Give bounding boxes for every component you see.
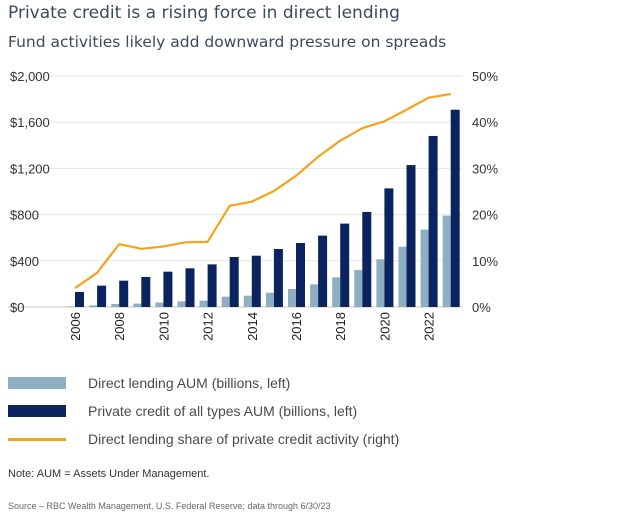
bar-direct-lending-2015: [265, 292, 274, 307]
legend-swatch: [8, 437, 66, 441]
bar-direct-lending-2022: [420, 229, 429, 307]
bar-private-credit-2010: [163, 271, 173, 307]
left-tick-label: $400: [10, 254, 39, 269]
bar-direct-lending-2017: [310, 284, 319, 307]
bar-direct-lending-2013: [221, 296, 230, 307]
bar-direct-lending-2021: [398, 246, 407, 307]
bar-direct-lending-2016: [288, 288, 296, 307]
line-direct-lending-share: [74, 92, 451, 289]
bar-private-credit-2016: [296, 243, 305, 307]
bar-private-credit-2021: [406, 165, 416, 307]
bar-direct-lending-2009: [133, 303, 142, 307]
bar-direct-lending-2008: [111, 303, 120, 307]
legend-label: Private credit of all types AUM (billion…: [88, 403, 358, 419]
left-tick-label: $1,200: [10, 161, 50, 176]
right-tick-label: 20%: [472, 208, 498, 223]
legend-private-credit: Private credit of all types AUM (billion…: [8, 401, 357, 421]
legend-direct-lending: Direct lending AUM (billions, left): [8, 373, 290, 393]
bar-private-credit-2020: [384, 188, 394, 307]
bar-private-credit-2006: [75, 291, 84, 307]
left-tick-label: $2,000: [10, 69, 50, 84]
x-tick-label: 2014: [245, 312, 260, 341]
right-tick-label: 0%: [472, 300, 491, 315]
chart-plot: $0 $400 $800 $1,200 $1,600 $2,000 0% 10% 20% 30% 4…: [8, 69, 498, 341]
chart-note: Note: AUM = Assets Under Management.: [8, 468, 210, 480]
legend-label: Direct lending AUM (billions, left): [88, 375, 291, 391]
bar-direct-lending-2020: [376, 259, 385, 307]
chart-source: Source – RBC Wealth Management, U.S. Fed…: [8, 501, 331, 511]
legend-swatch: [8, 405, 66, 417]
bar-private-credit-2023: [450, 109, 460, 307]
legend-label: Direct lending share of private credit a…: [88, 431, 400, 447]
right-tick-label: 30%: [472, 161, 498, 176]
bar-direct-lending-2019: [354, 270, 363, 307]
x-tick-label: 2010: [156, 312, 171, 341]
x-tick-label: 2018: [333, 312, 348, 341]
bar-private-credit-2022: [428, 135, 438, 307]
x-tick-label: 2020: [377, 312, 392, 341]
bar-private-credit-2011: [185, 268, 195, 307]
bar-direct-lending-2011: [177, 301, 186, 307]
x-tick-label: 2016: [289, 312, 304, 341]
x-tick-label: 2006: [68, 312, 83, 341]
bar-private-credit-2015: [273, 249, 283, 307]
bar-direct-lending-2007: [89, 305, 98, 307]
bar-private-credit-2013: [229, 256, 239, 307]
x-tick-label: 2012: [201, 312, 216, 341]
bar-private-credit-2009: [141, 276, 151, 307]
left-tick-label: $800: [10, 208, 39, 223]
bar-private-credit-2018: [340, 223, 350, 307]
x-tick-label: 2008: [112, 312, 127, 341]
bar-private-credit-2019: [362, 211, 372, 307]
bar-direct-lending-2014: [243, 295, 252, 307]
bar-private-credit-2007: [97, 285, 107, 307]
legend-share-line: Direct lending share of private credit a…: [8, 429, 399, 449]
left-tick-label: $0: [10, 300, 24, 315]
bar-direct-lending-2010: [155, 302, 164, 307]
bar-private-credit-2012: [207, 264, 217, 307]
bar-direct-lending-2012: [199, 300, 208, 307]
bar-private-credit-2008: [119, 280, 129, 307]
legend-swatch: [8, 377, 66, 389]
bar-private-credit-2017: [318, 235, 328, 307]
bar-private-credit-2014: [251, 255, 261, 307]
right-tick-label: 40%: [472, 115, 498, 130]
left-tick-label: $1,600: [10, 115, 50, 130]
chart-subtitle: Fund activities likely add downward pres…: [8, 33, 447, 51]
bar-direct-lending-2006: [67, 306, 75, 307]
right-tick-label: 50%: [472, 69, 498, 84]
chart-title: Private credit is a rising force in dire…: [8, 3, 400, 23]
x-tick-label: 2022: [422, 312, 437, 341]
bar-direct-lending-2018: [332, 277, 341, 307]
right-tick-label: 10%: [472, 254, 498, 269]
bar-direct-lending-2023: [442, 215, 451, 307]
